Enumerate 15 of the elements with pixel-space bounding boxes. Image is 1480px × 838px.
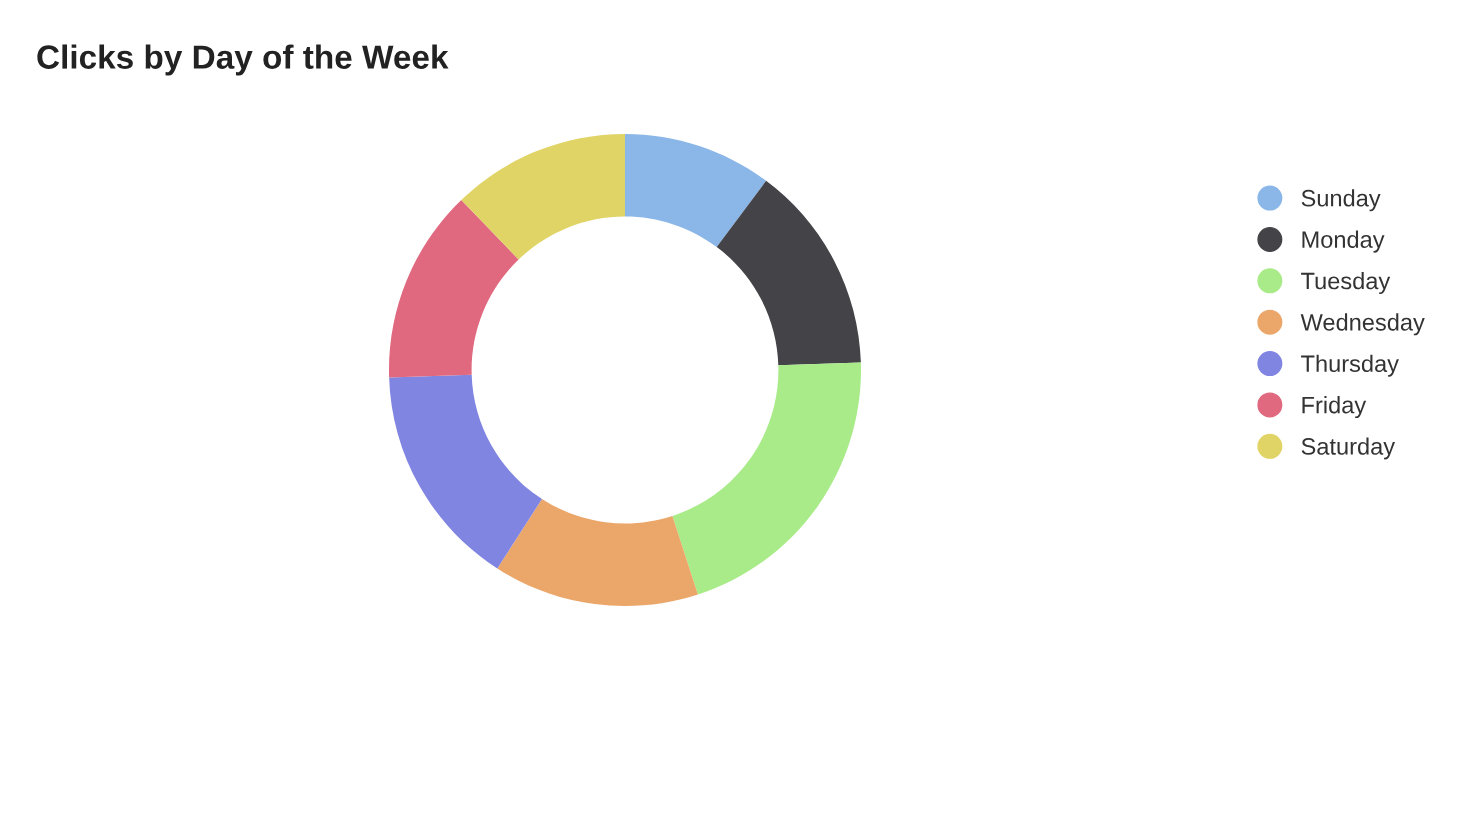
legend-label: Sunday — [1301, 189, 1381, 212]
donut-slice — [461, 134, 625, 260]
legend-label: Tuesday — [1301, 271, 1391, 294]
donut-slice — [389, 200, 519, 378]
legend-label: Wednesday — [1300, 313, 1425, 336]
legend-label: Monday — [1302, 230, 1385, 253]
legend-label: Thursday — [1301, 354, 1399, 377]
donut-slice — [389, 374, 542, 569]
chart-title: Clicks by Day of the Week — [37, 44, 449, 76]
donut-slice — [497, 499, 698, 606]
legend-label: Saturday — [1301, 437, 1396, 460]
legend-label: Friday — [1302, 396, 1367, 419]
donut-slice — [625, 134, 767, 248]
donut-slice — [716, 180, 861, 366]
donut-slice — [672, 362, 861, 595]
